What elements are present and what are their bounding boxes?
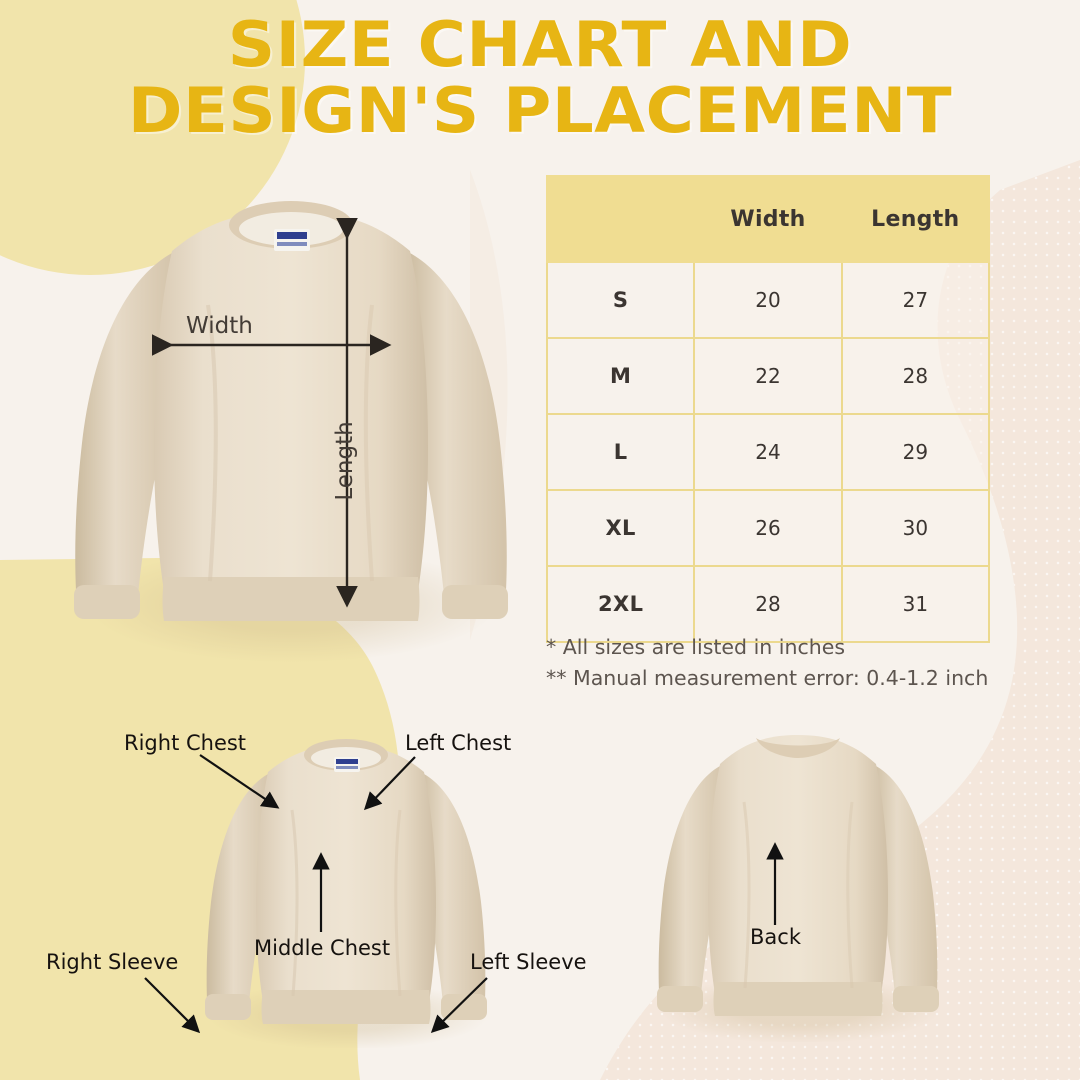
cell-size: L — [545, 413, 696, 491]
callout-middle-chest: Middle Chest — [254, 936, 391, 960]
callout-right-chest: Right Chest — [124, 731, 247, 755]
cell-length: 28 — [840, 337, 991, 415]
table-header-row: Width Length — [545, 175, 991, 263]
title-line-1: SIZE CHART AND — [227, 8, 853, 81]
length-measure-label: Length — [332, 421, 358, 501]
cell-width: 24 — [693, 413, 843, 491]
table-header-size — [545, 175, 696, 263]
cell-length: 29 — [840, 413, 991, 491]
cell-width: 26 — [693, 489, 843, 567]
note-measurement-error: ** Manual measurement error: 0.4-1.2 inc… — [546, 666, 989, 690]
cell-size: S — [545, 261, 696, 339]
table-header-width: Width — [693, 175, 843, 263]
cell-size: XL — [545, 489, 696, 567]
callout-back: Back — [750, 925, 801, 949]
placement-front-garment-figure — [205, 739, 488, 1048]
cell-width: 20 — [693, 261, 843, 339]
table-row: M 22 28 — [545, 337, 991, 415]
table-row: 2XL 28 31 — [545, 565, 991, 643]
width-measure-label: Width — [186, 313, 253, 339]
cell-width: 22 — [693, 337, 843, 415]
decor-circle-top-left — [0, 0, 305, 275]
size-chart-table-container: Width Length S 20 27 M 22 28 L 24 29 XL — [545, 175, 991, 643]
size-chart-table-head: Width Length — [545, 175, 991, 263]
callout-left-sleeve: Left Sleeve — [470, 950, 587, 974]
cell-length: 27 — [840, 261, 991, 339]
size-chart-table: Width Length S 20 27 M 22 28 L 24 29 XL — [545, 175, 991, 643]
cell-width: 28 — [693, 565, 843, 643]
measurement-garment-figure — [74, 201, 508, 663]
table-row: S 20 27 — [545, 261, 991, 339]
cell-size: 2XL — [545, 565, 696, 643]
cell-length: 30 — [840, 489, 991, 567]
table-row: L 24 29 — [545, 413, 991, 491]
cell-size: M — [545, 337, 696, 415]
note-inches: * All sizes are listed in inches — [546, 635, 846, 659]
size-chart-notes: * All sizes are listed in inches ** Manu… — [546, 632, 988, 694]
callout-right-sleeve: Right Sleeve — [46, 950, 179, 974]
page-title: SIZE CHART AND DESIGN'S PLACEMENT — [0, 12, 1080, 144]
title-line-2: DESIGN'S PLACEMENT — [127, 74, 953, 147]
table-row: XL 26 30 — [545, 489, 991, 567]
callout-left-chest: Left Chest — [405, 731, 512, 755]
cell-length: 31 — [840, 565, 991, 643]
placement-back-garment-figure — [657, 735, 940, 1042]
size-chart-table-body: S 20 27 M 22 28 L 24 29 XL 26 30 2XL 28 — [545, 261, 991, 643]
table-header-length: Length — [840, 175, 991, 263]
